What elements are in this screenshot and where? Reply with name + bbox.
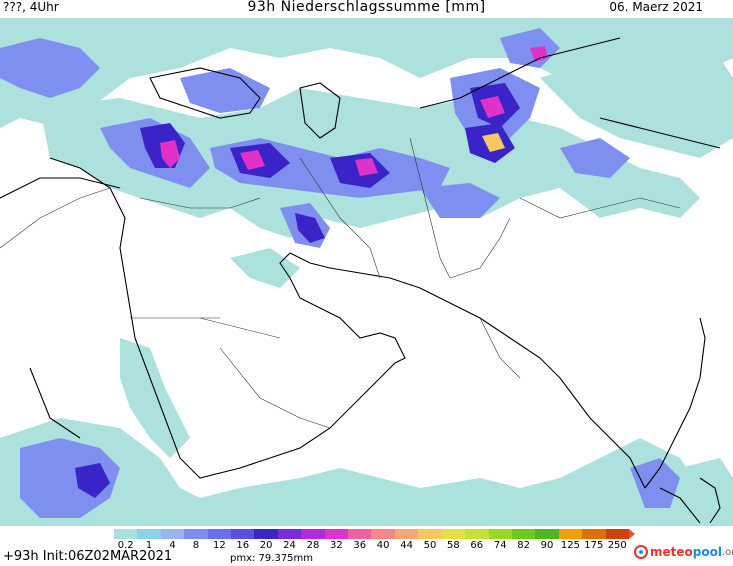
light-precip-areas (0, 18, 733, 526)
legend-cell (558, 529, 583, 539)
pmx-label: pmx: 79.375mm (230, 553, 314, 564)
meteopool-icon (634, 545, 648, 559)
legend-cell (160, 529, 185, 539)
legend-cell (535, 529, 559, 539)
legend-cell (114, 529, 138, 539)
legend-arrow (629, 529, 635, 539)
color-legend (114, 529, 629, 539)
legend-cell (137, 529, 161, 539)
legend-tick-label: 36 (353, 540, 367, 551)
map-title: 93h Niederschlagssumme [mm] (247, 0, 486, 15)
legend-tick-label: 250 (607, 540, 627, 551)
legend-tick-label: 4 (169, 540, 176, 551)
brand-part1: meteo (650, 545, 693, 559)
legend-tick-label: 0.2 (117, 540, 134, 551)
date-label: 06. Maerz 2021 (609, 0, 703, 14)
borders (0, 137, 681, 429)
legend-cell (348, 529, 372, 539)
legend-cell (277, 529, 302, 539)
legend-tick-label: 58 (447, 540, 460, 551)
legend-tick-label: 20 (259, 540, 273, 551)
legend-tick-label: 74 (493, 540, 507, 551)
legend-tick-label: 82 (517, 540, 530, 551)
legend-cell (418, 529, 442, 539)
legend-tick-label: 12 (212, 540, 226, 551)
legend-cell (231, 529, 255, 539)
brand-part3: .org (721, 546, 733, 558)
legend-cell (184, 529, 208, 539)
legend-cell (254, 529, 278, 539)
legend-cell (605, 529, 629, 539)
legend-tick-label: 66 (470, 540, 484, 551)
legend-tick-label: 32 (329, 540, 343, 551)
legend-ticks: 0.2 1 4 8 12 16 20 24 28 32 36 40 44 50 58 66 74 82 90 125 1… (114, 540, 629, 552)
legend-tick-label: 40 (376, 540, 390, 551)
legend-tick-label: 125 (560, 540, 580, 551)
precipitation-map (0, 18, 733, 526)
legend-cell (465, 529, 489, 539)
extreme-precip-areas (160, 46, 548, 176)
legend-cell (301, 529, 325, 539)
init-label: +93h Init:06Z02MAR2021 (3, 549, 173, 564)
coastlines (0, 37, 721, 524)
region-label: ???, 4Uhr (3, 0, 59, 14)
legend-cell (371, 529, 395, 539)
legend-cell (511, 529, 536, 539)
legend-cell (441, 529, 466, 539)
legend-tick-label: 24 (283, 540, 296, 551)
legend-tick-label: 50 (423, 540, 437, 551)
legend-tick-label: 16 (236, 540, 250, 551)
legend-tick-label: 28 (306, 540, 320, 551)
brand-part2: pool (692, 545, 722, 559)
meteopool-logo[interactable]: meteo pool .org (634, 545, 733, 559)
legend-cell (207, 529, 232, 539)
legend-tick-label: 1 (145, 540, 153, 551)
legend-tick-label: 175 (584, 540, 604, 551)
legend-tick-label: 44 (400, 540, 413, 551)
legend-tick-label: 90 (540, 540, 554, 551)
legend-cell (394, 529, 419, 539)
legend-cell (488, 529, 512, 539)
legend-cell (582, 529, 606, 539)
legend-tick-label: 8 (192, 540, 200, 551)
legend-cell (324, 529, 349, 539)
